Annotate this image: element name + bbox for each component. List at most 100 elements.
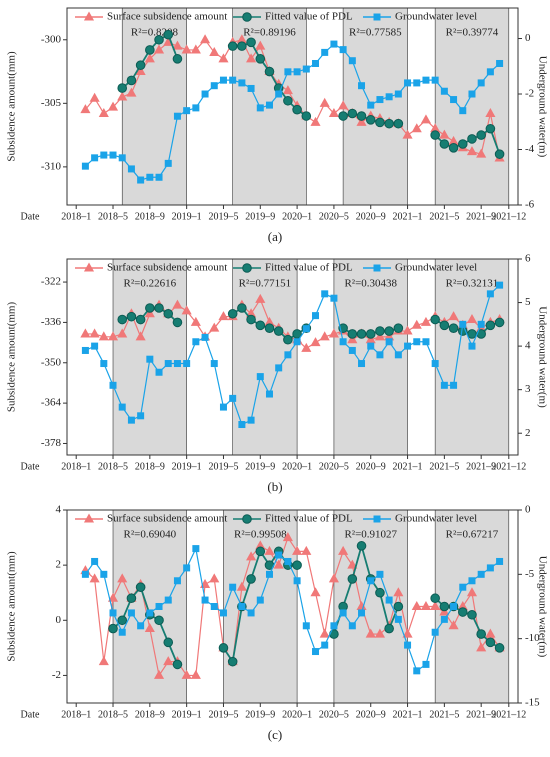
circle-marker: [347, 574, 358, 584]
square-marker: [183, 564, 191, 572]
square-marker: [312, 648, 320, 656]
triangle-marker: [209, 322, 220, 332]
caption: (b): [267, 479, 282, 494]
square-marker: [275, 551, 283, 559]
r-squared-label: R²=0.89196: [243, 27, 296, 39]
triangle-marker: [466, 587, 478, 597]
caption: (c): [268, 727, 282, 742]
triangle-marker: [393, 587, 404, 597]
square-marker: [367, 342, 375, 350]
square-marker: [284, 351, 292, 359]
circle-marker: [227, 656, 238, 667]
triangle-marker: [172, 299, 183, 309]
triangle-marker: [255, 40, 266, 50]
series-line: [84, 546, 500, 672]
x-tick-label: 2020–9: [356, 709, 386, 720]
square-marker: [486, 68, 494, 76]
circle-marker: [448, 323, 459, 333]
r-squared-label: R²=0.77585: [349, 27, 402, 39]
triangle-marker: [328, 573, 339, 583]
square-marker: [468, 90, 476, 98]
r-squared-label: R²=0.77151: [239, 278, 292, 290]
square-marker: [486, 290, 494, 298]
triangle-marker: [328, 107, 339, 117]
square-marker: [247, 84, 255, 92]
circle-marker: [145, 45, 155, 55]
circle-marker: [384, 623, 394, 634]
circle-marker: [246, 574, 256, 584]
legend-label: Surface subsidence amount: [107, 513, 227, 525]
triangle-marker: [273, 559, 284, 569]
y-axis-label: Subsidence amount(mm): [6, 302, 18, 413]
square-marker: [293, 68, 301, 76]
y-axis-label: Subsidence amount(mm): [6, 51, 18, 162]
triangle-marker: [301, 342, 312, 352]
square-marker: [321, 641, 329, 649]
square-marker: [413, 79, 421, 87]
r-squared-label: R²=0.32131: [446, 278, 499, 290]
triangle-marker: [236, 581, 247, 591]
x-tick-label: 2021–5: [429, 211, 459, 222]
circle-marker: [439, 320, 450, 331]
circle-marker: [375, 326, 385, 336]
square-marker: [477, 79, 485, 87]
square-marker: [229, 394, 237, 402]
x-tick-label: 2021–9: [466, 211, 496, 222]
square-marker: [312, 312, 320, 320]
circle-marker: [476, 130, 486, 140]
circle-marker: [430, 130, 440, 140]
circle-marker: [301, 111, 312, 121]
x-tick-label: 2019–9: [245, 709, 275, 720]
legend-marker: [242, 514, 252, 524]
triangle-marker: [117, 91, 128, 101]
square-marker: [496, 281, 504, 289]
triangle-marker: [439, 129, 450, 139]
square-marker: [118, 403, 126, 411]
circle-marker: [457, 139, 468, 149]
circle-marker: [172, 659, 183, 670]
square-marker: [210, 603, 218, 610]
triangle-marker: [347, 334, 358, 344]
x-tick-label: 2021–5: [429, 709, 459, 720]
square-marker: [155, 173, 163, 181]
square-marker: [431, 76, 439, 84]
square-marker: [137, 176, 145, 184]
square-marker: [109, 151, 117, 159]
square-marker: [385, 93, 393, 101]
square-marker: [422, 338, 430, 346]
square-marker: [459, 320, 467, 328]
legend-label: Groundwater level: [395, 513, 477, 525]
triangle-marker: [107, 101, 119, 111]
square-marker: [496, 557, 504, 565]
circle-marker: [246, 37, 256, 48]
triangle-marker: [98, 331, 109, 341]
square-marker: [312, 59, 320, 67]
triangle-marker: [190, 669, 201, 679]
legend-marker: [83, 513, 95, 523]
circle-marker: [273, 326, 284, 336]
y2-tick-label: 6: [525, 253, 531, 265]
legend-marker: [373, 13, 381, 21]
circle-marker: [163, 308, 174, 319]
x-tick-label: 2018–9: [135, 461, 165, 472]
triangle-marker: [218, 311, 229, 321]
triangle-marker: [135, 331, 146, 341]
circle-marker: [283, 95, 293, 106]
circle-marker: [117, 314, 128, 325]
square-marker: [367, 577, 375, 585]
fit-window: [112, 509, 187, 704]
square-marker: [413, 338, 421, 346]
y2-tick-label: -10: [525, 632, 540, 644]
circle-marker: [135, 582, 146, 593]
square-marker: [440, 615, 448, 623]
square-marker: [385, 338, 393, 346]
triangle-marker: [374, 331, 385, 341]
triangle-marker: [476, 148, 487, 158]
triangle-marker: [80, 328, 91, 338]
triangle-marker: [255, 293, 266, 303]
legend-label: Fitted value of PDL: [265, 11, 353, 23]
square-marker: [164, 360, 172, 368]
chart-panel: R²=0.22616 R²=0.77151 R²=0.30438 R²=0.32131…: [6, 253, 549, 494]
triangle-marker: [402, 325, 413, 335]
